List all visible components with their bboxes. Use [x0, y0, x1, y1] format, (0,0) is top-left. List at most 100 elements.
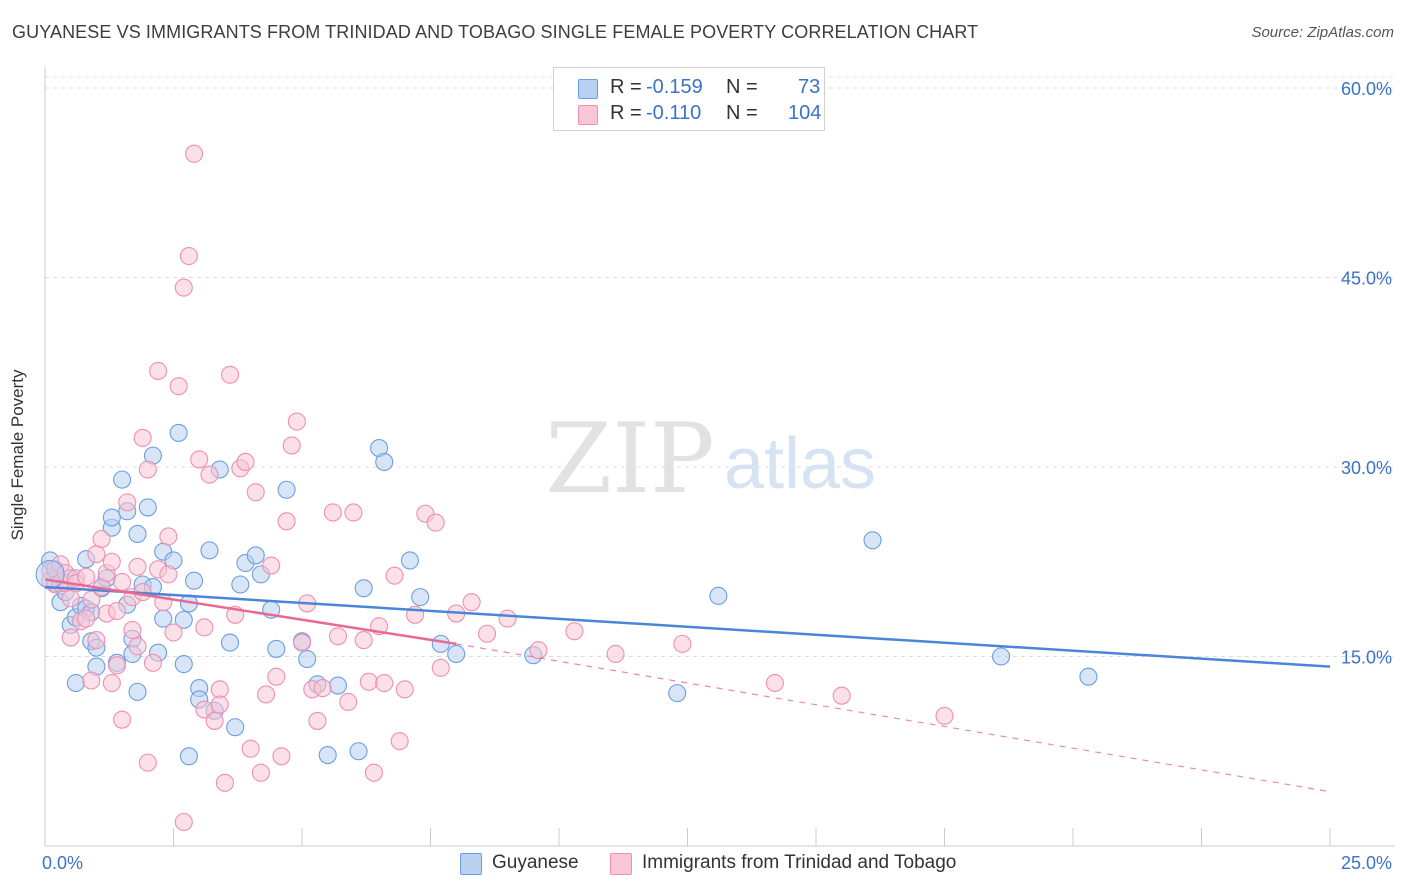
data-point — [477, 624, 497, 643]
legend-swatch-trinidad — [610, 853, 632, 875]
data-point — [138, 753, 157, 772]
data-point — [185, 571, 204, 590]
data-point — [102, 508, 121, 527]
data-point — [328, 627, 348, 646]
data-point — [267, 667, 286, 686]
data-point — [66, 673, 85, 693]
data-points — [35, 144, 1098, 832]
axes — [44, 67, 1395, 847]
data-point — [210, 695, 229, 714]
data-point — [236, 452, 255, 471]
legend-swatch-guyanese — [460, 853, 482, 875]
data-point — [200, 541, 219, 560]
data-point — [668, 684, 687, 703]
data-point — [123, 620, 142, 640]
data-point — [195, 618, 214, 637]
data-point — [991, 647, 1011, 666]
data-point — [385, 566, 404, 585]
data-point — [246, 483, 265, 502]
data-point — [220, 633, 240, 652]
data-point — [133, 428, 152, 447]
trend-line — [44, 585, 1331, 668]
data-point — [262, 556, 281, 575]
data-point — [863, 531, 882, 550]
data-point — [339, 692, 358, 712]
y-tick-label: 45.0% — [1341, 269, 1392, 289]
data-point — [159, 565, 178, 584]
data-point — [92, 529, 111, 549]
data-point — [246, 546, 265, 565]
data-point — [431, 658, 450, 677]
legend-label-trinidad: Immigrants from Trinidad and Tobago — [642, 852, 957, 873]
data-point — [282, 436, 301, 455]
data-point — [431, 634, 450, 653]
data-point — [77, 567, 96, 586]
data-point — [159, 527, 178, 546]
data-point — [128, 557, 147, 576]
data-point — [287, 412, 306, 431]
data-point — [149, 361, 168, 381]
data-point — [102, 552, 121, 571]
watermark: ZIP atlas — [545, 403, 876, 515]
data-point — [426, 513, 445, 532]
data-point — [190, 450, 209, 469]
data-point — [251, 763, 270, 782]
data-point — [935, 706, 954, 725]
data-point — [308, 711, 327, 730]
n-value: 73 — [798, 76, 821, 98]
data-point — [113, 710, 132, 729]
trend-line-extension — [456, 643, 1331, 793]
data-point — [673, 634, 692, 653]
data-point — [411, 588, 430, 607]
data-point — [395, 680, 414, 699]
data-point — [565, 622, 584, 641]
data-point — [113, 572, 132, 592]
data-point — [390, 732, 409, 751]
data-point — [498, 609, 517, 628]
data-point — [128, 524, 147, 544]
data-point — [765, 673, 784, 693]
data-point — [344, 503, 363, 522]
data-point — [35, 559, 65, 589]
trend-lines — [44, 578, 1331, 793]
data-point — [77, 609, 96, 628]
data-point — [354, 631, 373, 650]
data-point — [277, 480, 296, 499]
x-tick-label: 0.0% — [42, 853, 83, 873]
data-point — [529, 641, 548, 660]
y-tick-label: 60.0% — [1341, 79, 1392, 99]
data-point — [323, 503, 342, 522]
data-point — [179, 747, 198, 766]
legend-swatch-guyanese — [578, 79, 598, 99]
data-point — [267, 639, 286, 658]
data-point — [328, 676, 348, 695]
watermark-atlas: atlas — [724, 424, 876, 504]
data-point — [375, 452, 394, 471]
data-point — [113, 470, 132, 489]
data-point — [169, 423, 188, 442]
data-point — [87, 631, 106, 650]
data-point — [174, 278, 193, 297]
data-point — [185, 144, 204, 163]
data-point — [226, 718, 245, 737]
data-point — [354, 579, 373, 598]
data-point — [174, 812, 193, 832]
data-point — [210, 680, 229, 699]
data-point — [447, 644, 466, 664]
data-point — [164, 623, 183, 642]
data-point — [364, 763, 384, 782]
data-point — [256, 685, 276, 704]
data-point — [292, 633, 312, 652]
n-label: N = — [726, 76, 758, 98]
r-value: -0.110 — [646, 102, 702, 124]
data-point — [87, 545, 106, 564]
data-point — [231, 575, 250, 594]
r-value: -0.159 — [646, 76, 703, 98]
legend-label-guyanese: Guyanese — [492, 852, 579, 873]
data-point — [709, 586, 728, 605]
data-point — [606, 644, 625, 664]
data-point — [174, 655, 193, 674]
data-point — [143, 653, 162, 672]
correlation-legend: R = -0.159 N = 73 R = -0.110 N = 104 — [553, 67, 825, 131]
